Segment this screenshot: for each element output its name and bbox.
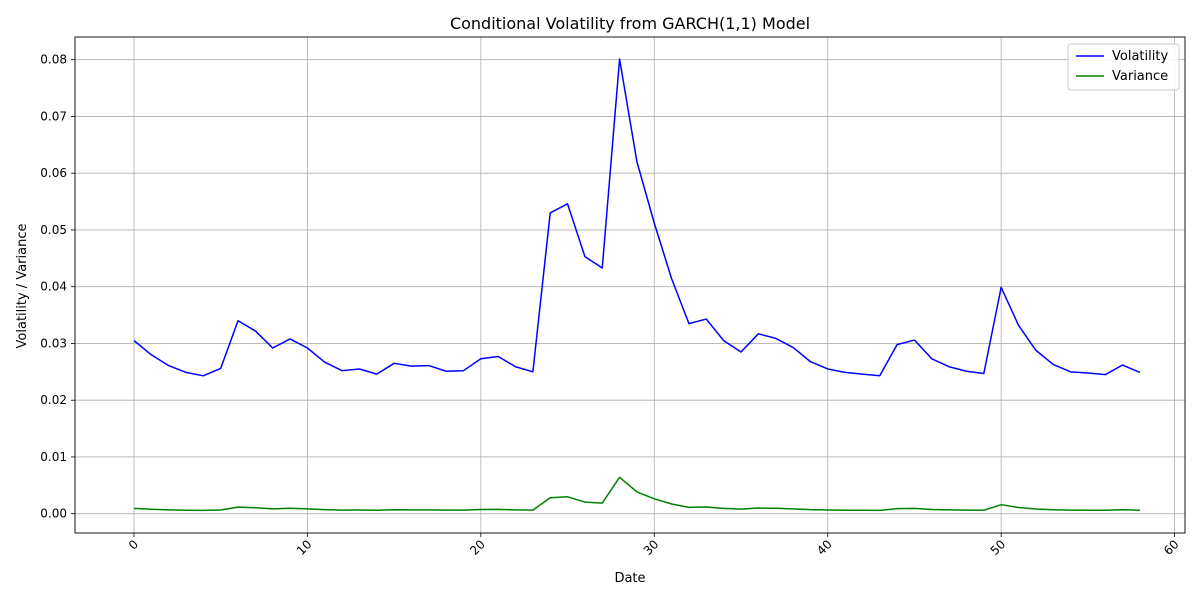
legend-label-variance: Variance: [1112, 69, 1168, 84]
plot-frame: [74, 36, 1186, 534]
y-tick-label: 0.04: [40, 280, 67, 294]
legend: Volatility Variance: [1067, 43, 1180, 91]
legend-label-volatility: Volatility: [1112, 49, 1168, 64]
y-tick-label: 0.00: [40, 507, 67, 521]
y-tick-label: 0.08: [40, 53, 67, 67]
y-tick-label: 0.07: [40, 109, 67, 123]
series-line-volatility: [133, 58, 1141, 377]
y-tick-label: 0.01: [40, 450, 67, 464]
y-tick-label: 0.05: [40, 223, 67, 237]
y-axis-label: Volatility / Variance: [15, 224, 30, 349]
y-tick-label: 0.06: [40, 166, 67, 180]
series-lines: [133, 58, 1141, 512]
y-tick-label: 0.02: [40, 393, 67, 407]
series-line-variance: [133, 476, 1140, 512]
x-axis-label: Date: [614, 571, 645, 586]
chart-title: Conditional Volatility from GARCH(1,1) M…: [450, 14, 810, 33]
y-tick-label: 0.03: [40, 336, 67, 350]
